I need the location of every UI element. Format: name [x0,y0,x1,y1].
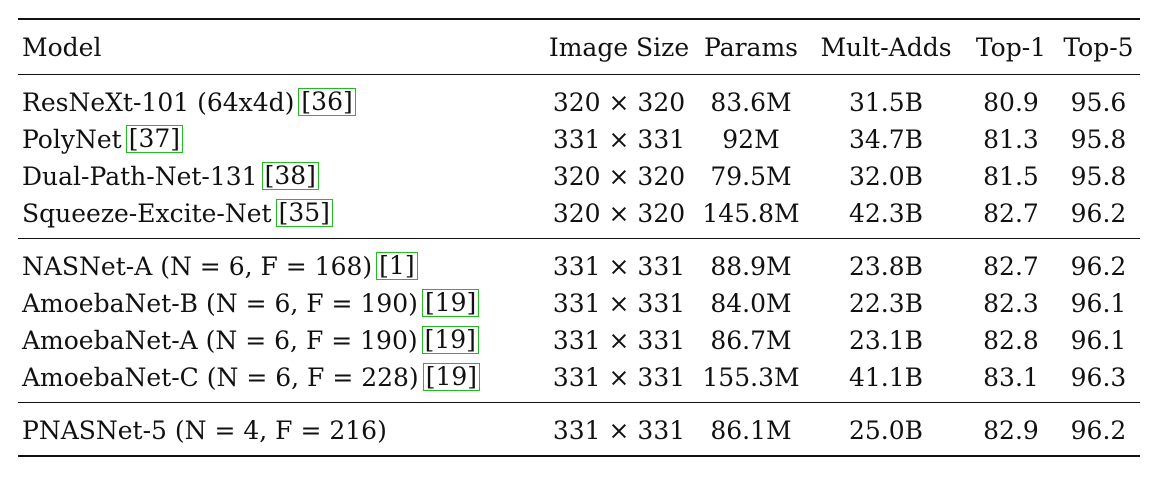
results-table: Model Image Size Params Mult-Adds Top-1 … [18,18,1140,457]
cell-mult-adds: 42.3B [848,199,924,228]
citation-link[interactable]: [19] [421,326,479,354]
cell-model: PolyNet [37] [18,121,543,158]
results-table-container: Model Image Size Params Mult-Adds Top-1 … [18,18,1140,457]
cell-mult-adds: 32.0B [848,162,924,191]
cell-image-size: 331 × 331 [552,289,686,318]
cell-params: 88.9M [710,252,792,281]
cell-image-size: 331 × 331 [552,326,686,355]
table-body: ResNeXt-101 (64x4d) [36] 320 × 320 83.6M 31.… [18,75,1140,457]
table-row: ResNeXt-101 (64x4d) [36] 320 × 320 83.6M 31.… [18,75,1140,122]
cell-mult-adds: 22.3B [848,289,924,318]
cell-image-size: 331 × 331 [552,125,686,154]
cell-top1: 81.5 [983,162,1039,191]
cell-top5: 95.8 [1070,125,1127,154]
cell-params: 86.7M [710,326,792,355]
cell-params: 84.0M [710,289,792,318]
cell-model: AmoebaNet-B (N = 6, F = 190) [19] [18,285,543,322]
header-params: Params [704,32,798,62]
cell-model: AmoebaNet-C (N = 6, F = 228) [19] [18,359,543,403]
cell-top5: 96.1 [1070,289,1127,318]
cell-top1: 82.9 [983,416,1039,445]
citation-link[interactable]: [38] [261,162,319,190]
cell-mult-adds: 31.5B [848,88,924,117]
header-top5: Top-5 [1063,32,1134,62]
cell-top1: 82.3 [983,289,1039,318]
header-row: Model Image Size Params Mult-Adds Top-1 … [18,19,1140,75]
cell-image-size: 331 × 331 [552,416,686,445]
model-name: ResNeXt-101 (64x4d) [22,88,295,117]
citation-link[interactable]: [36] [298,88,356,116]
cell-model: PNASNet-5 (N = 4, F = 216) [18,403,543,457]
cell-params: 79.5M [710,162,792,191]
cell-image-size: 320 × 320 [552,88,686,117]
model-name: PolyNet [22,125,122,154]
cell-image-size: 320 × 320 [552,162,686,191]
citation-link[interactable]: [35] [275,199,333,227]
cell-model: Squeeze-Excite-Net [35] [18,195,543,239]
table-row: Squeeze-Excite-Net [35] 320 × 320 145.8M 42.… [18,195,1140,239]
cell-mult-adds: 23.8B [848,252,924,281]
model-name: Dual-Path-Net-131 [22,162,258,191]
citation-link[interactable]: [19] [421,289,480,317]
cell-mult-adds: 25.0B [848,416,924,445]
cell-image-size: 331 × 331 [552,363,686,392]
cell-model: NASNet-A (N = 6, F = 168) [1] [18,239,543,286]
cell-top5: 96.2 [1070,252,1127,281]
cell-top1: 83.1 [983,363,1039,392]
header-mult-adds: Mult-Adds [820,32,952,62]
header-top1: Top-1 [975,32,1047,62]
cell-top5: 96.2 [1070,199,1127,228]
model-name: AmoebaNet-C (N = 6, F = 228) [22,363,419,392]
table-row: PNASNet-5 (N = 4, F = 216) 331 × 331 86.1M… [18,403,1140,457]
table-row: PolyNet [37] 331 × 331 92M 34.7B 81.3 95.8 [18,121,1140,158]
citation-link[interactable]: [1] [376,252,418,280]
cell-top5: 96.3 [1070,363,1127,392]
table-row: AmoebaNet-B (N = 6, F = 190) [19] 331 × 33… [18,285,1140,322]
table-row: AmoebaNet-A (N = 6, F = 190) [19] 331 × 33… [18,322,1140,359]
model-name: AmoebaNet-B (N = 6, F = 190) [22,289,418,318]
table-row: NASNet-A (N = 6, F = 168) [1] 331 × 331 88.… [18,239,1140,286]
table-header: Model Image Size Params Mult-Adds Top-1 … [18,19,1140,75]
header-model: Model [22,32,102,62]
model-name: AmoebaNet-A (N = 6, F = 190) [22,326,418,355]
cell-mult-adds: 23.1B [848,326,924,355]
cell-top1: 80.9 [983,88,1039,117]
cell-params: 155.3M [702,363,800,392]
model-name: NASNet-A (N = 6, F = 168) [22,252,373,281]
cell-top5: 96.2 [1070,416,1127,445]
table-row: Dual-Path-Net-131 [38] 320 × 320 79.5M 32.0B… [18,158,1140,195]
cell-mult-adds: 34.7B [848,125,924,154]
model-name: PNASNet-5 (N = 4, F = 216) [22,416,387,445]
cell-model: Dual-Path-Net-131 [38] [18,158,543,195]
model-name: Squeeze-Excite-Net [22,199,272,228]
cell-params: 145.8M [702,199,800,228]
cell-top5: 95.6 [1070,88,1127,117]
cell-params: 86.1M [710,416,792,445]
table-row: AmoebaNet-C (N = 6, F = 228) [19] 331 × 33… [18,359,1140,403]
cell-model: AmoebaNet-A (N = 6, F = 190) [19] [18,322,543,359]
cell-top1: 81.3 [983,125,1039,154]
cell-image-size: 331 × 331 [552,252,686,281]
citation-link[interactable]: [37] [125,125,184,153]
cell-top5: 95.8 [1070,162,1127,191]
cell-model: ResNeXt-101 (64x4d) [36] [18,75,543,122]
cell-mult-adds: 41.1B [848,363,924,392]
cell-top5: 96.1 [1070,326,1127,355]
cell-top1: 82.7 [983,199,1039,228]
cell-image-size: 320 × 320 [552,199,686,228]
cell-params: 92M [722,125,780,154]
header-image-size: Image Size [548,32,690,62]
cell-top1: 82.8 [983,326,1039,355]
cell-top1: 82.7 [983,252,1039,281]
citation-link[interactable]: [19] [422,363,481,391]
cell-params: 83.6M [710,88,792,117]
